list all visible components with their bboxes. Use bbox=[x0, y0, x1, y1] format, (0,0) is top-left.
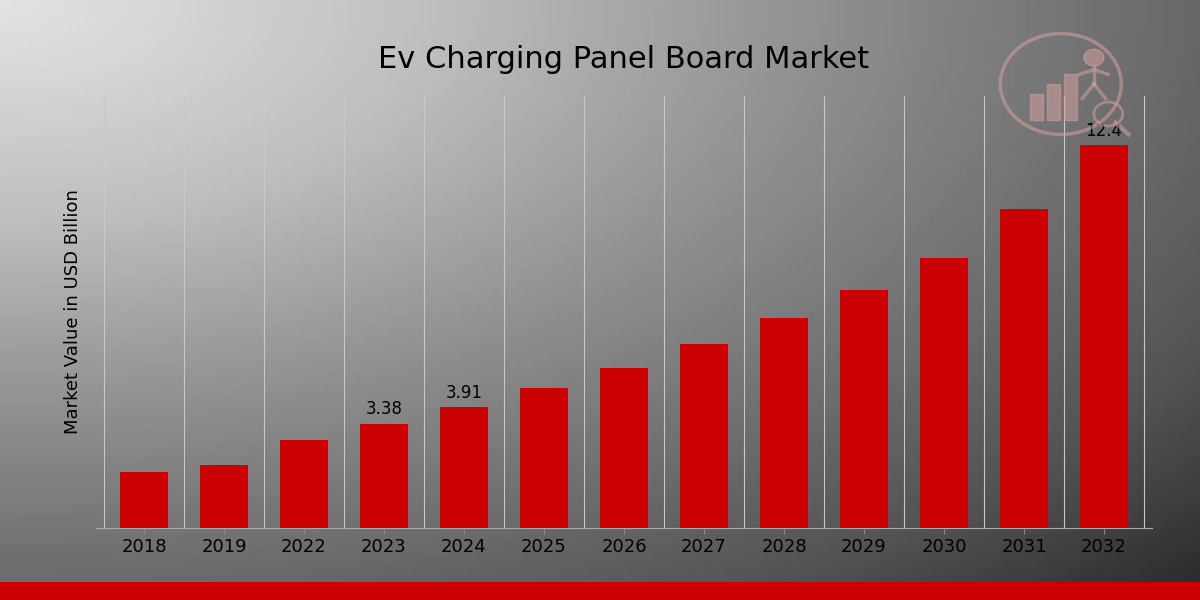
Text: 12.4: 12.4 bbox=[1086, 122, 1122, 140]
Bar bbox=[840, 290, 888, 528]
Text: 3.91: 3.91 bbox=[445, 384, 482, 402]
Bar bbox=[600, 368, 648, 528]
Bar bbox=[1000, 209, 1048, 528]
Bar bbox=[280, 440, 328, 528]
Bar bbox=[360, 424, 408, 528]
Bar bbox=[120, 472, 168, 528]
Text: 3.38: 3.38 bbox=[366, 400, 402, 418]
Bar bbox=[760, 318, 808, 528]
Title: Ev Charging Panel Board Market: Ev Charging Panel Board Market bbox=[378, 45, 870, 74]
Bar bbox=[920, 258, 968, 528]
Bar bbox=[1064, 74, 1078, 120]
Bar bbox=[200, 465, 248, 528]
Bar bbox=[440, 407, 488, 528]
Bar bbox=[1030, 94, 1043, 120]
Y-axis label: Market Value in USD Billion: Market Value in USD Billion bbox=[64, 190, 82, 434]
Bar bbox=[1080, 145, 1128, 528]
Bar bbox=[520, 388, 568, 528]
Circle shape bbox=[1084, 49, 1104, 66]
Bar bbox=[1048, 84, 1060, 120]
Bar bbox=[680, 344, 728, 528]
